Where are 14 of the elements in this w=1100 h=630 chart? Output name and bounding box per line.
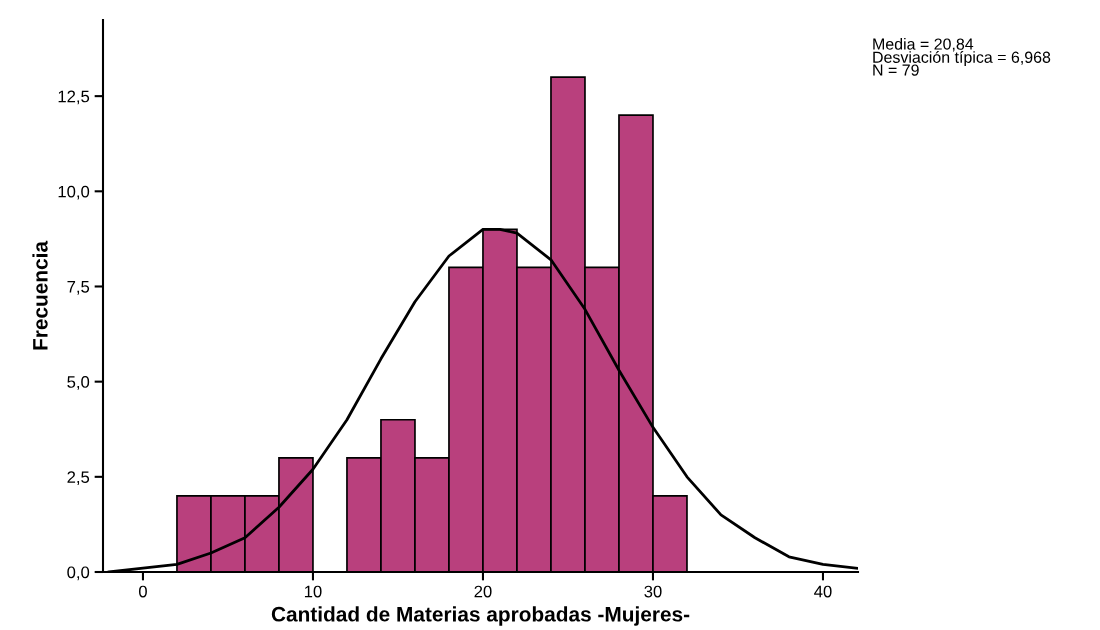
x-axis-title: Cantidad de Materias aprobadas -Mujeres- [271,606,690,626]
y-tick-label: 10,0 [58,185,90,200]
y-axis-title: Frecuencia [32,240,48,350]
y-tick-label: 2,5 [67,471,90,485]
y-tick-label: 0,0 [67,566,90,581]
x-tick-label: 10 [304,585,322,598]
y-tick-label: 12,5 [58,90,90,105]
y-tick-label: 7,5 [67,281,90,295]
x-tick-label: 30 [644,585,662,598]
x-tick-label: 40 [814,585,832,598]
x-tick-label: 0 [138,585,147,598]
x-tick-label: 20 [474,585,492,598]
y-tick-label: 5,0 [67,376,90,390]
text: Media = 20,84 [873,38,974,52]
